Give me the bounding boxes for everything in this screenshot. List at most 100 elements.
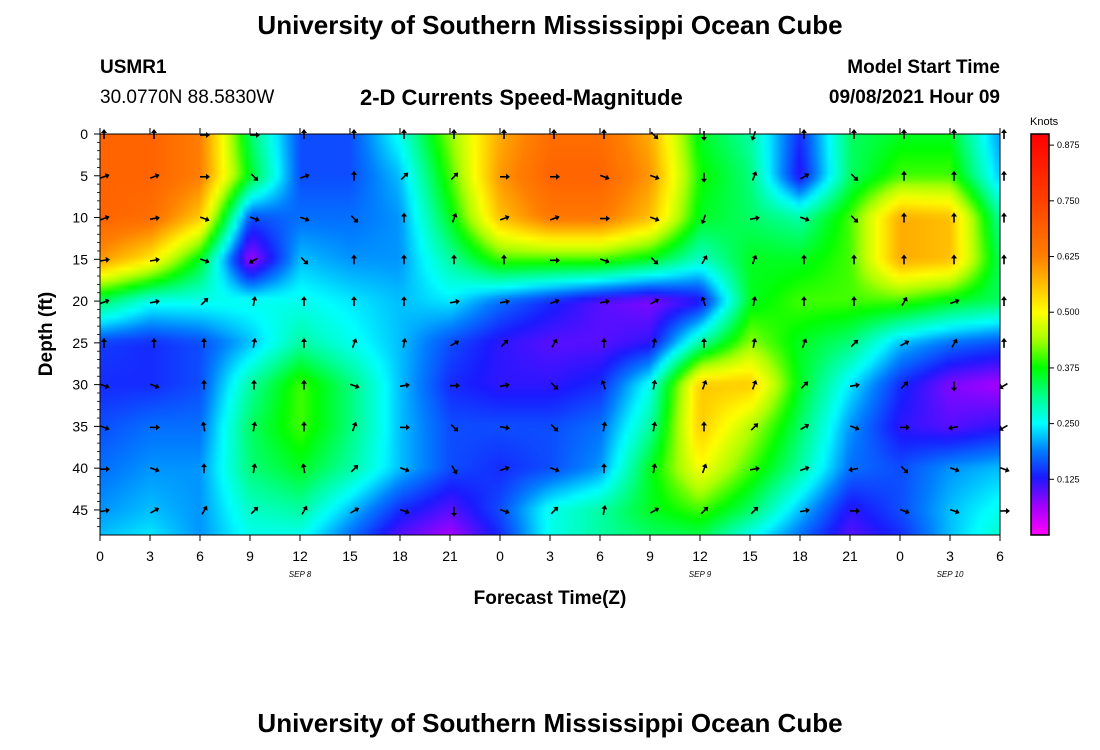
current-vector-arrow (899, 508, 910, 515)
colorbar: 0.875 0.750 0.625 0.500 0.375 0.250 0.125 (1030, 133, 1080, 536)
current-vector-arrow (650, 256, 659, 265)
y-tick-label: 5 (80, 168, 88, 184)
current-vector-arrow (451, 254, 457, 265)
colorbar-tick-label: 0.750 (1057, 196, 1080, 206)
current-vector-arrow (901, 254, 907, 265)
current-vector-arrow (450, 424, 459, 432)
x-tick-label: 9 (246, 548, 254, 564)
current-vector-arrow (248, 257, 258, 264)
current-vector-arrow (550, 257, 560, 264)
current-vector-arrow (99, 425, 110, 431)
current-vector-arrow (750, 423, 759, 431)
current-vector-arrow (951, 129, 957, 139)
current-vector-arrow (250, 173, 259, 182)
current-vector-arrow (549, 467, 560, 473)
current-vector-arrow (200, 297, 209, 306)
current-vector-arrow (201, 337, 207, 348)
current-vector-arrow (99, 298, 110, 305)
x-tick-label: 3 (146, 548, 154, 564)
current-vector-arrow (301, 379, 307, 390)
current-vector-arrow (650, 507, 660, 514)
current-vector-arrow (149, 173, 160, 179)
current-vector-arrow (1001, 337, 1007, 348)
colorbar-tick-label: 0.875 (1057, 140, 1080, 150)
current-vector-arrow (700, 506, 709, 515)
current-vector-arrow (499, 424, 510, 431)
current-vector-arrow (949, 298, 960, 305)
x-tick-label: 18 (792, 548, 808, 564)
current-vector-arrow (99, 173, 110, 179)
current-vector-arrow (900, 340, 910, 347)
current-vector-arrow (99, 215, 110, 221)
current-vector-arrow (401, 212, 407, 223)
current-vectors (99, 129, 1010, 517)
current-vector-arrow (651, 379, 658, 390)
colorbar-gradient (1030, 133, 1050, 536)
colorbar-tick-label: 0.375 (1057, 363, 1080, 373)
current-vector-arrow (300, 463, 307, 474)
current-vector-arrow (499, 508, 510, 515)
current-vector-arrow (301, 129, 307, 139)
current-vector-arrow (951, 254, 957, 265)
heatmap-layer (100, 134, 1000, 535)
current-vector-arrow (849, 425, 860, 431)
current-vector-arrow (500, 173, 510, 180)
current-vector-arrow (251, 296, 258, 307)
current-vector-arrow (599, 174, 610, 181)
current-vector-arrow (599, 258, 610, 264)
current-vector-arrow (99, 257, 110, 263)
current-vector-arrow (251, 379, 257, 390)
current-vector-arrow (599, 298, 610, 305)
x-tick-label: 0 (896, 548, 904, 564)
current-vector-arrow (501, 129, 507, 139)
current-vector-arrow (701, 463, 708, 474)
y-axis-label: Depth (ft) (36, 292, 57, 376)
current-vector-arrow (549, 298, 560, 305)
current-vector-arrow (351, 296, 357, 307)
current-vector-arrow (800, 381, 809, 390)
current-vector-arrow (401, 129, 407, 139)
x-tick-label: 21 (442, 548, 458, 564)
current-vector-arrow (401, 254, 407, 265)
x-date-label: SEP 10 (937, 570, 964, 579)
current-vector-arrow (351, 170, 357, 181)
current-vector-arrow (601, 421, 608, 432)
current-vector-arrow (701, 172, 707, 183)
current-vector-arrow (850, 215, 859, 223)
current-vector-arrow (700, 214, 707, 225)
current-vector-arrow (651, 463, 658, 474)
current-vector-arrow (550, 173, 560, 180)
current-vector-arrow (199, 258, 210, 264)
colorbar-tick-label: 0.625 (1057, 252, 1080, 262)
current-vector-arrow (801, 296, 807, 307)
current-vector-arrow (450, 382, 460, 389)
current-vector-arrow (149, 298, 160, 305)
current-vector-arrow (151, 337, 157, 348)
current-vector-arrow (550, 424, 559, 432)
current-vector-arrow (601, 505, 608, 516)
current-vector-arrow (999, 467, 1010, 473)
current-vector-arrow (751, 296, 758, 307)
current-vector-arrow (801, 338, 808, 348)
current-vector-arrow (1001, 170, 1007, 181)
top-title: University of Southern Mississippi Ocean… (257, 10, 843, 40)
colorbar-tick-label: 0.250 (1057, 419, 1080, 429)
current-vector-arrow (1001, 296, 1007, 307)
model-start-label: Model Start Time (847, 57, 1000, 78)
x-tick-label: 12 (692, 548, 708, 564)
y-tick-label: 35 (72, 418, 88, 434)
current-vector-arrow (949, 467, 960, 473)
current-vector-arrow (1000, 507, 1010, 514)
x-tick-label: 6 (196, 548, 204, 564)
current-vector-arrow (951, 170, 957, 181)
current-vector-arrow (301, 296, 307, 307)
current-vector-arrow (750, 506, 759, 515)
current-vector-arrow (701, 421, 707, 432)
current-vector-arrow (350, 464, 359, 473)
current-vector-arrow (600, 215, 610, 222)
current-vector-arrow (351, 338, 358, 348)
y-tick-label: 0 (80, 126, 88, 142)
x-tick-label: 12 (292, 548, 308, 564)
current-vector-arrow (449, 298, 460, 305)
